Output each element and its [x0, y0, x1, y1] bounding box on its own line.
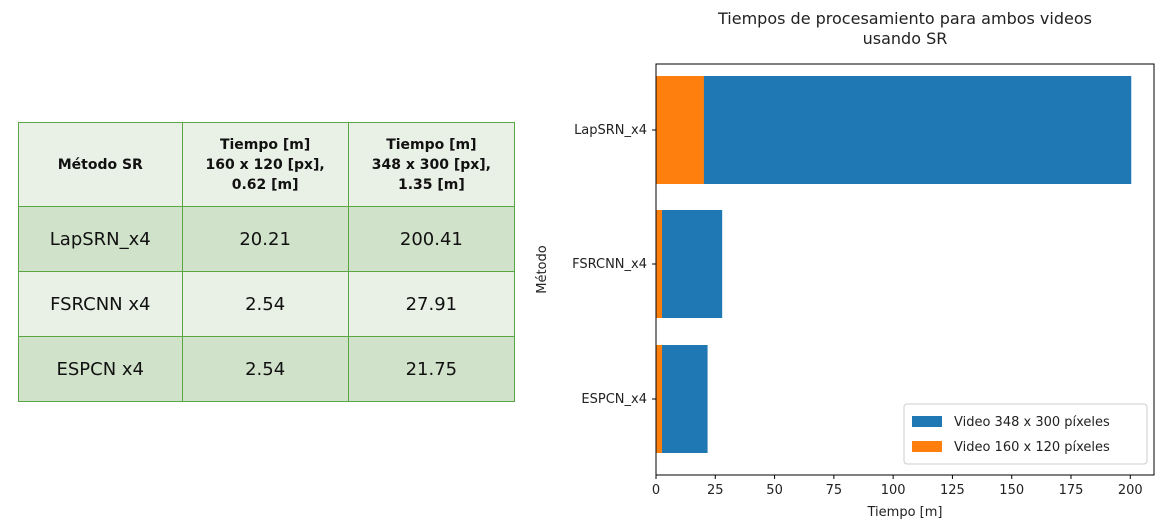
- bar-video-348: [656, 210, 723, 318]
- header-method: Método SR: [18, 122, 183, 207]
- cell-method: ESPCN x4: [18, 336, 183, 402]
- cell-time-160: 2.54: [181, 336, 349, 402]
- legend-box: [903, 403, 1148, 465]
- x-tick-label: 150: [999, 483, 1024, 498]
- table-header-row: Método SR Tiempo [m] 160 x 120 [px], 0.6…: [18, 122, 516, 207]
- header-line: 348 x 300 [px],: [371, 156, 491, 173]
- results-table: Método SR Tiempo [m] 160 x 120 [px], 0.6…: [18, 122, 516, 402]
- legend-swatch: [912, 416, 942, 427]
- cell-time-348: 21.75: [347, 336, 516, 402]
- y-tick-label: ESPCN_x4: [581, 392, 647, 407]
- x-tick-label: 175: [1059, 483, 1084, 498]
- bar-video-160: [656, 210, 663, 318]
- bar-video-348: [656, 76, 1132, 184]
- cell-method: LapSRN_x4: [18, 206, 183, 272]
- legend-label: Video 348 x 300 píxeles: [954, 415, 1110, 430]
- chart-title: usando SR: [863, 29, 948, 48]
- header-line: 160 x 120 [px],: [205, 156, 325, 173]
- cell-time-160: 20.21: [181, 206, 349, 272]
- x-axis-label: Tiempo [m]: [867, 505, 943, 520]
- x-tick-label: 50: [766, 483, 783, 498]
- bar-video-160: [656, 345, 663, 453]
- x-tick-label: 25: [707, 483, 724, 498]
- bar-video-348: [656, 345, 708, 453]
- cell-time-348: 27.91: [347, 271, 516, 337]
- y-tick-label: FSRCNN_x4: [572, 257, 647, 272]
- cell-method: FSRCNN x4: [18, 271, 183, 337]
- legend-swatch: [912, 441, 942, 452]
- y-axis-label: Método: [535, 245, 550, 294]
- y-tick-label: LapSRN_x4: [574, 123, 647, 138]
- cell-time-348: 200.41: [347, 206, 516, 272]
- header-line: 1.35 [m]: [397, 176, 465, 193]
- header-line: 0.62 [m]: [231, 176, 299, 193]
- x-tick-label: 75: [826, 483, 843, 498]
- results-table-container: Método SR Tiempo [m] 160 x 120 [px], 0.6…: [18, 122, 516, 402]
- chart-title: Tiempos de procesamiento para ambos vide…: [717, 9, 1092, 28]
- header-time-348: Tiempo [m] 348 x 300 [px], 1.35 [m]: [347, 122, 516, 207]
- legend-label: Video 160 x 120 píxeles: [954, 440, 1110, 455]
- x-tick-label: 0: [652, 483, 660, 498]
- table-row: FSRCNN x4 2.54 27.91: [18, 271, 516, 337]
- cell-time-160: 2.54: [181, 271, 349, 337]
- bar-video-160: [656, 76, 704, 184]
- table-row: ESPCN x4 2.54 21.75: [18, 336, 516, 402]
- plot-frame: [655, 63, 1155, 476]
- header-line: Tiempo [m]: [386, 136, 477, 153]
- x-tick-label: 100: [881, 483, 906, 498]
- x-tick-label: 125: [940, 483, 965, 498]
- table-row: LapSRN_x4 20.21 200.41: [18, 206, 516, 272]
- header-line: Tiempo [m]: [219, 136, 311, 153]
- x-tick-label: 200: [1118, 483, 1143, 498]
